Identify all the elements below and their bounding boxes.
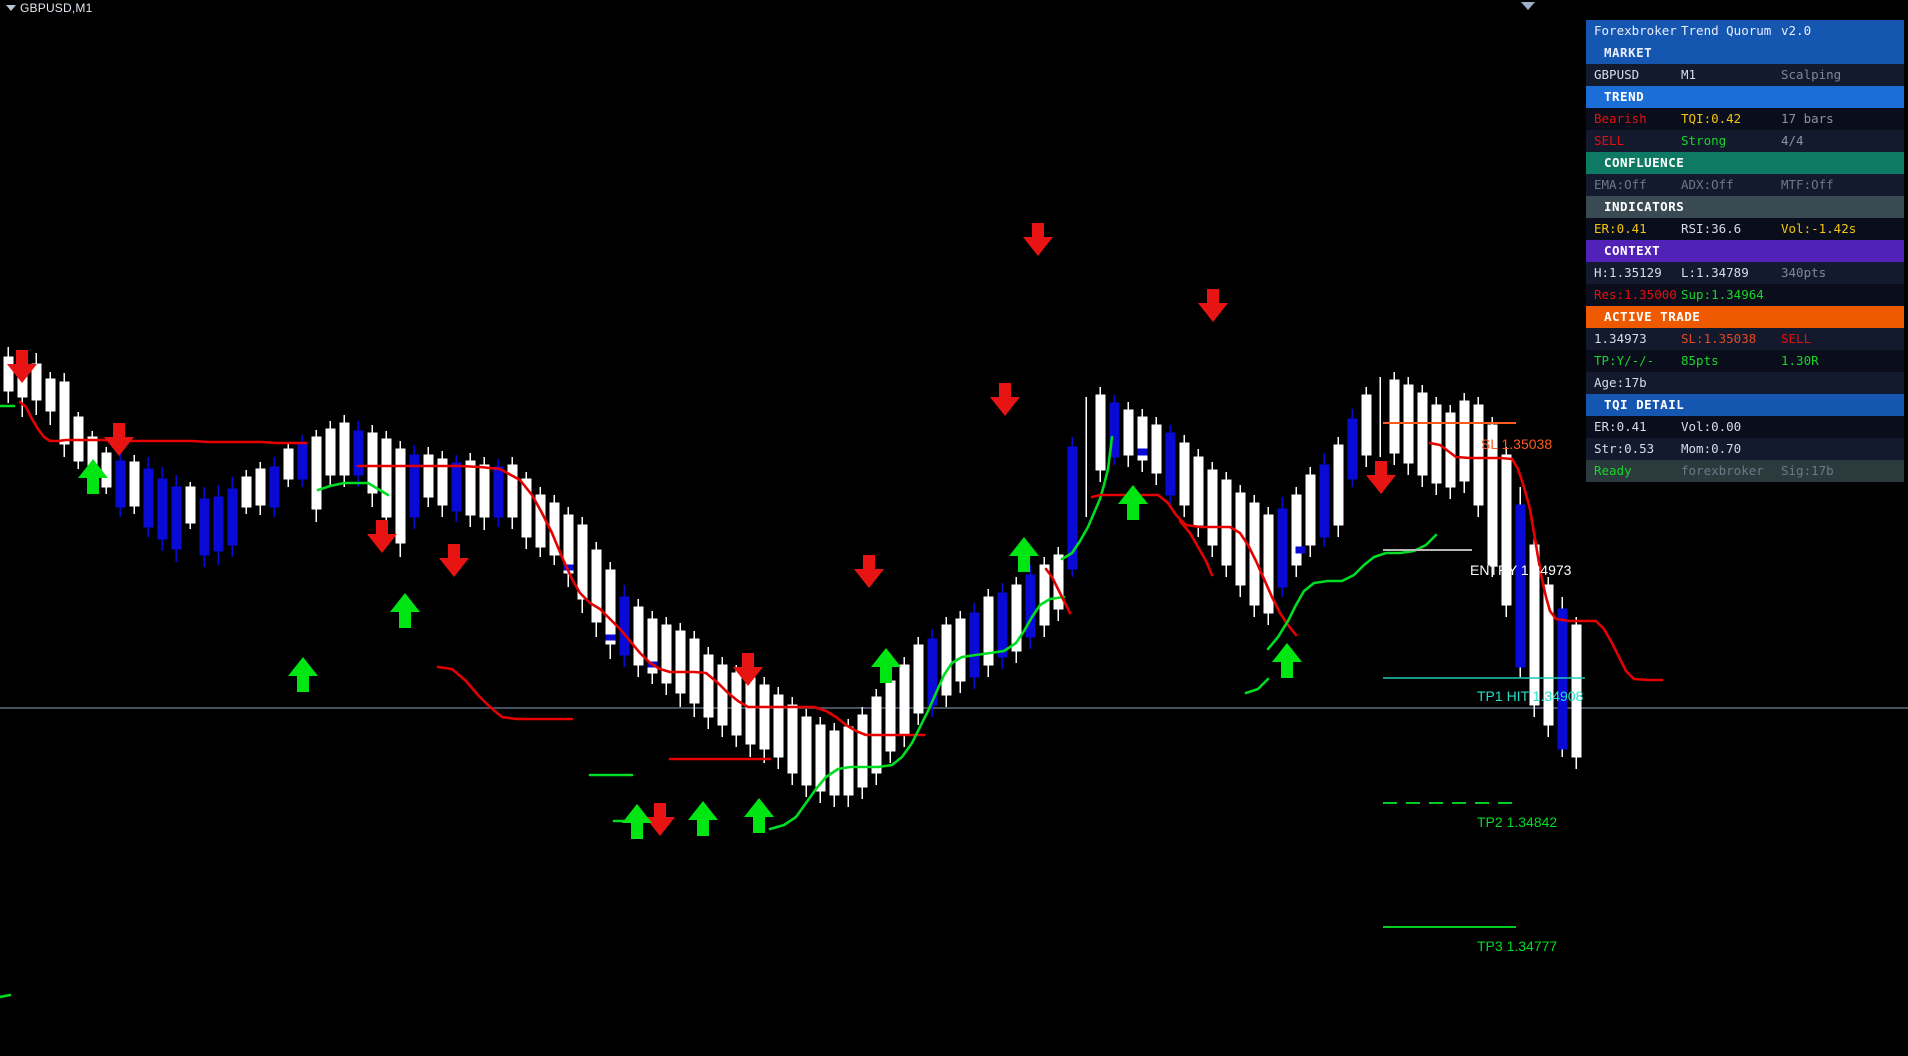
trade-r-multiple: 1.30R bbox=[1781, 353, 1819, 368]
context-blank bbox=[1781, 284, 1896, 306]
row-indicators-0: ER:0.41 RSI:36.6 Vol:-1.42s bbox=[1586, 218, 1904, 240]
status-account: forexbroker bbox=[1681, 463, 1764, 478]
indicator-vol: Vol:-1.42s bbox=[1781, 221, 1857, 236]
panel-name: Trend Quorum bbox=[1681, 23, 1772, 38]
confluence-ema: EMA:Off bbox=[1594, 177, 1647, 192]
sell-arrows bbox=[7, 223, 1396, 836]
panel-version: v2.0 bbox=[1781, 23, 1812, 38]
tqi-vol: Vol:0.00 bbox=[1681, 419, 1742, 434]
trade-blank-1 bbox=[1681, 372, 1781, 394]
context-support: Sup:1.34964 bbox=[1681, 287, 1764, 302]
section-header-context: CONTEXT bbox=[1586, 240, 1904, 262]
trade-levels bbox=[1383, 422, 1585, 928]
trade-points: 85pts bbox=[1681, 353, 1719, 368]
status-signal: Sig:17b bbox=[1781, 463, 1834, 478]
chevron-down-icon[interactable] bbox=[1521, 2, 1535, 10]
row-trend-1: SELL Strong 4/4 bbox=[1586, 130, 1904, 152]
section-header-trend: TREND bbox=[1586, 86, 1904, 108]
section-header-market: MARKET bbox=[1586, 42, 1904, 64]
tp3-label: TP3 1.34777 bbox=[1477, 938, 1558, 954]
context-low: L:1.34789 bbox=[1681, 265, 1749, 280]
section-header-indicators: INDICATORS bbox=[1586, 196, 1904, 218]
trade-blank-2 bbox=[1781, 372, 1896, 394]
trend-signal: SELL bbox=[1594, 133, 1625, 148]
panel-status-row: Ready forexbroker Sig:17b bbox=[1586, 460, 1904, 482]
row-context-1: Res:1.35000 Sup:1.34964 bbox=[1586, 284, 1904, 306]
trend-strength: Strong bbox=[1681, 133, 1727, 148]
row-confluence-0: EMA:Off ADX:Off MTF:Off bbox=[1586, 174, 1904, 196]
trend-line bbox=[0, 400, 1664, 999]
market-mode: Scalping bbox=[1781, 67, 1842, 82]
trade-direction: SELL bbox=[1781, 331, 1812, 346]
chart-titlebar: GBPUSD,M1 bbox=[0, 0, 1908, 17]
context-range: 340pts bbox=[1781, 265, 1827, 280]
section-header-active-trade: ACTIVE TRADE bbox=[1586, 306, 1904, 328]
indicator-rsi: RSI:36.6 bbox=[1681, 221, 1742, 236]
market-symbol: GBPUSD bbox=[1594, 67, 1640, 82]
candles bbox=[3, 347, 1582, 807]
caret-down-icon[interactable] bbox=[6, 5, 16, 11]
confluence-adx: ADX:Off bbox=[1681, 177, 1734, 192]
row-market-0: GBPUSD M1 Scalping bbox=[1586, 64, 1904, 86]
trend-quorum-panel[interactable]: Forexbroker Trend Quorum v2.0 MARKET GBP… bbox=[1586, 20, 1904, 482]
tqi-blank-1 bbox=[1781, 438, 1896, 460]
trend-tqi: TQI:0.42 bbox=[1681, 111, 1742, 126]
panel-brand: Forexbroker bbox=[1594, 23, 1677, 38]
trend-bars: 17 bars bbox=[1781, 111, 1834, 126]
tqi-blank-0 bbox=[1781, 416, 1896, 438]
buy-arrows bbox=[78, 459, 1302, 839]
tqi-mom: Mom:0.70 bbox=[1681, 441, 1742, 456]
trade-entry-price: 1.34973 bbox=[1594, 331, 1647, 346]
entry-label: ENTRY 1.34973 bbox=[1470, 562, 1572, 578]
row-active-2: Age:17b bbox=[1586, 372, 1904, 394]
row-tqi-1: Str:0.53 Mom:0.70 bbox=[1586, 438, 1904, 460]
trend-score: 4/4 bbox=[1781, 133, 1804, 148]
tqi-str: Str:0.53 bbox=[1594, 441, 1655, 456]
trade-age: Age:17b bbox=[1594, 375, 1647, 390]
row-trend-0: Bearish TQI:0.42 17 bars bbox=[1586, 108, 1904, 130]
sl-label: SL 1.35038 bbox=[1481, 436, 1553, 452]
section-header-tqi-detail: TQI DETAIL bbox=[1586, 394, 1904, 416]
panel-header-row: Forexbroker Trend Quorum v2.0 bbox=[1586, 20, 1904, 42]
indicator-er: ER:0.41 bbox=[1594, 221, 1647, 236]
status-state: Ready bbox=[1594, 463, 1632, 478]
market-timeframe: M1 bbox=[1681, 67, 1697, 82]
row-active-1: TP:Y/-/- 85pts 1.30R bbox=[1586, 350, 1904, 372]
tqi-er: ER:0.41 bbox=[1594, 419, 1647, 434]
tp1-label: TP1 HIT 1.34908 bbox=[1477, 688, 1584, 704]
context-resistance: Res:1.35000 bbox=[1594, 287, 1677, 302]
trend-direction: Bearish bbox=[1594, 111, 1647, 126]
section-header-confluence: CONFLUENCE bbox=[1586, 152, 1904, 174]
context-high: H:1.35129 bbox=[1594, 265, 1662, 280]
row-active-0: 1.34973 SL:1.35038 SELL bbox=[1586, 328, 1904, 350]
row-tqi-0: ER:0.41 Vol:0.00 bbox=[1586, 416, 1904, 438]
trade-stoploss: SL:1.35038 bbox=[1681, 331, 1757, 346]
row-context-0: H:1.35129 L:1.34789 340pts bbox=[1586, 262, 1904, 284]
chart-symbol-label: GBPUSD,M1 bbox=[20, 1, 93, 15]
tp2-label: TP2 1.34842 bbox=[1477, 814, 1558, 830]
confluence-mtf: MTF:Off bbox=[1781, 177, 1834, 192]
trade-tp-status: TP:Y/-/- bbox=[1594, 353, 1655, 368]
